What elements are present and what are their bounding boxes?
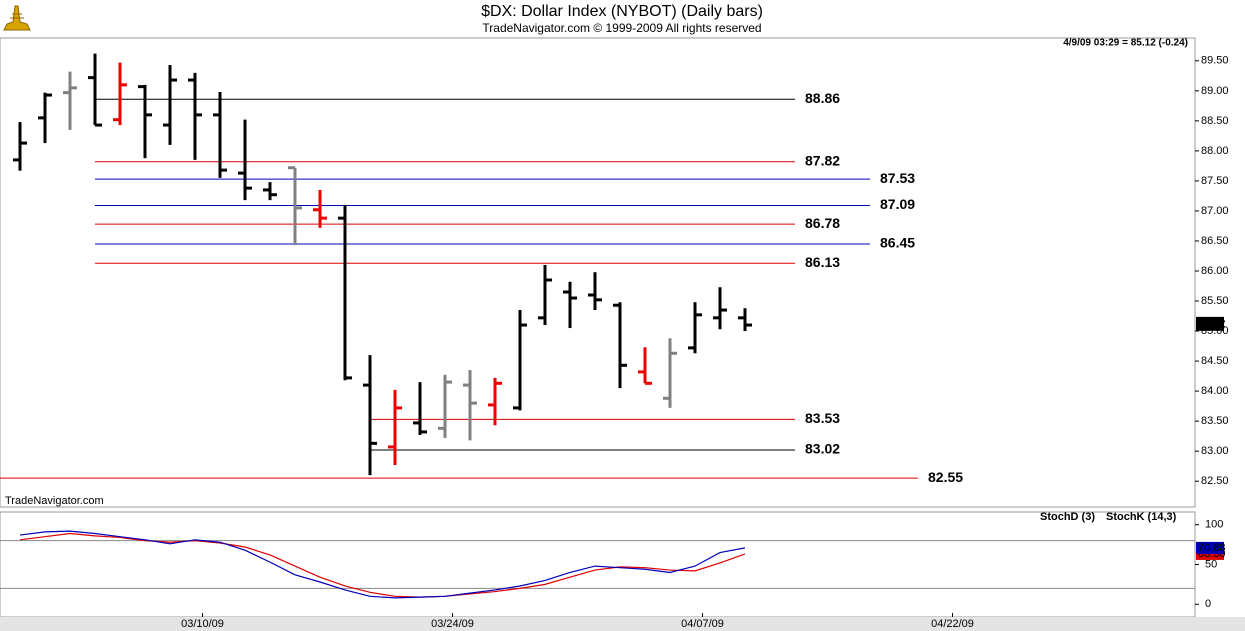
watermark: TradeNavigator.com	[5, 495, 104, 507]
status: 4/9/09 03:29 = 85.12 (-0.24)	[1063, 38, 1188, 49]
level-label: 87.09	[880, 196, 915, 212]
y-tick-label: 100	[1205, 519, 1223, 531]
level-label: 86.45	[880, 235, 915, 251]
y-tick-label: 86.00	[1201, 265, 1229, 277]
stoch-line	[19, 530, 746, 599]
level-label: 86.13	[805, 254, 840, 270]
level-label: 87.53	[880, 170, 915, 186]
last-value-label: 70.88	[1198, 542, 1226, 554]
date-strip	[0, 617, 1245, 631]
y-tick-label: 86.50	[1201, 235, 1229, 247]
price-pane	[0, 37, 1196, 508]
level-label: 87.82	[805, 152, 840, 168]
y-tick-label: 87.50	[1201, 175, 1229, 187]
stoch-line	[19, 532, 746, 598]
y-tick-label: 83.50	[1201, 415, 1229, 427]
y-tick-label: 83.00	[1201, 445, 1229, 457]
level-label: 88.86	[805, 90, 840, 106]
legend-entry: StochK (14,3)	[1106, 511, 1177, 523]
chart-subtitle: TradeNavigator.com © 1999-2009 All right…	[482, 21, 761, 35]
x-tick-label: 03/24/09	[431, 618, 474, 630]
y-tick-label: 50	[1205, 558, 1217, 570]
y-tick-label: 88.50	[1201, 115, 1229, 127]
y-tick-label: 0	[1205, 598, 1211, 610]
y-tick-label: 87.00	[1201, 205, 1229, 217]
level-label: 82.55	[928, 469, 963, 485]
stoch-pane	[0, 511, 1196, 618]
last-price-box	[1196, 316, 1224, 331]
last-price-label: 85.12	[1198, 318, 1226, 330]
y-tick-label: 84.00	[1201, 385, 1229, 397]
y-tick-label: 84.50	[1201, 355, 1229, 367]
x-tick-label: 04/07/09	[681, 618, 724, 630]
x-tick-label: 04/22/09	[931, 618, 974, 630]
y-tick-label: 82.50	[1201, 475, 1229, 487]
y-tick-label: 89.00	[1201, 85, 1229, 97]
level-label: 83.53	[805, 410, 840, 426]
legend-entry: StochD (3)	[1040, 511, 1095, 523]
y-tick-label: 85.50	[1201, 295, 1229, 307]
chart-title: $DX: Dollar Index (NYBOT) (Daily bars)	[481, 3, 763, 20]
x-tick-label: 03/10/09	[181, 618, 224, 630]
y-tick-label: 89.50	[1201, 55, 1229, 67]
level-label: 86.78	[805, 215, 840, 231]
level-label: 83.02	[805, 441, 840, 457]
logo	[3, 5, 31, 31]
y-tick-label: 88.00	[1201, 145, 1229, 157]
last-value-box	[1196, 541, 1224, 554]
